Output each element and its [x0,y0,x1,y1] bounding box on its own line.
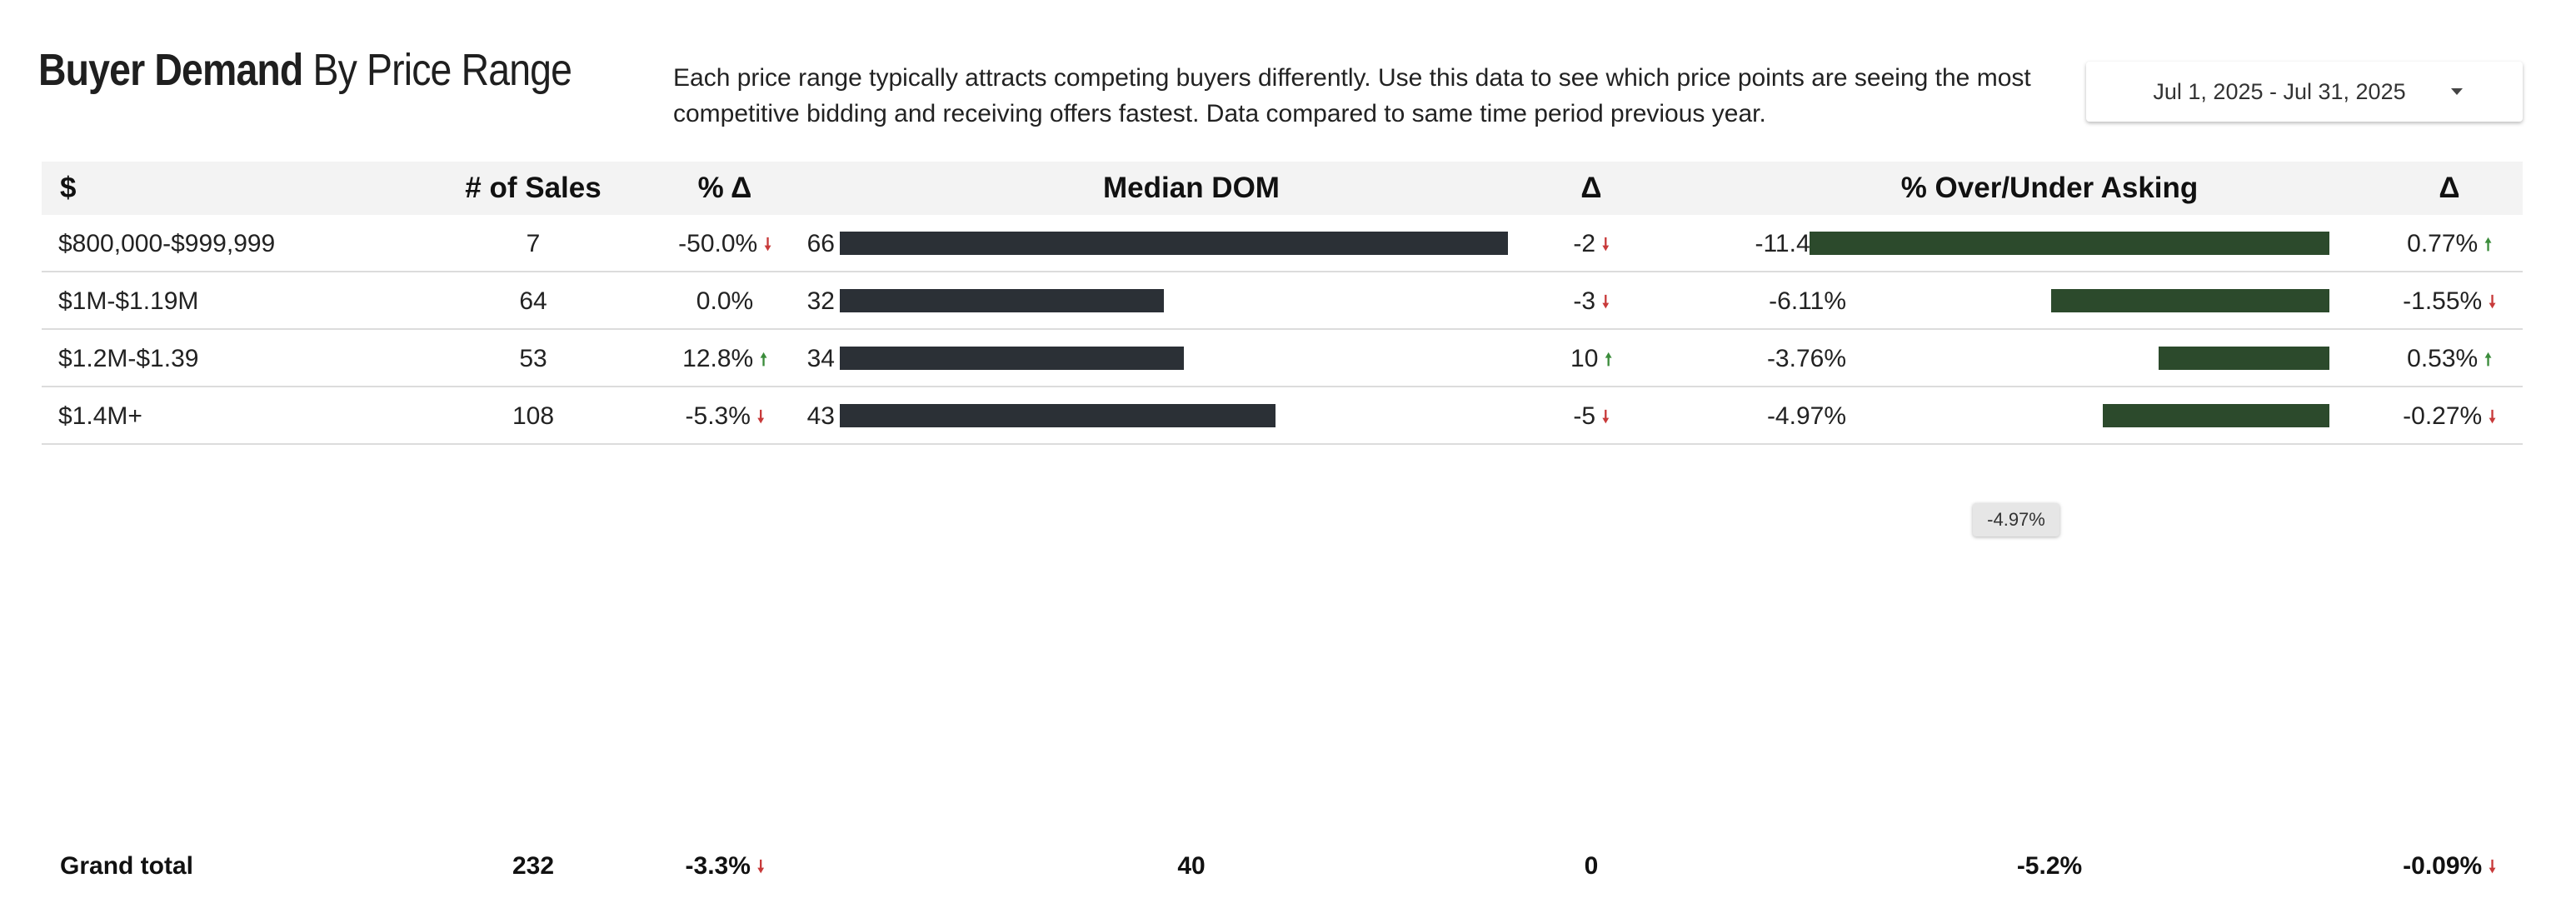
col-header-ou-change[interactable]: Δ [2439,172,2460,204]
cell-ou-change: 0.53% 🠕 [2383,330,2516,387]
cell-sales-change: -50.0% 🠗 [642,215,808,272]
cell-sales: 53 [519,345,547,372]
arrow-down-icon: 🠗 [2489,293,2496,312]
col-header-dom-change[interactable]: Δ [1580,172,1602,204]
median-dom-bar[interactable] [840,347,1184,370]
bar-tooltip: -4.97% [1973,503,2059,536]
arrow-down-icon: 🠗 [756,858,765,876]
grand-total-median-dom: 40 [1177,852,1206,880]
cell-over-under: -4.97% [1766,402,1846,430]
grand-total-ou-change: -0.09% 🠗 [2383,841,2516,891]
median-dom-bar[interactable] [840,289,1164,312]
page-title-bold: Buyer Demand [38,45,303,95]
cell-dom-change-value: -3 [1573,287,1596,315]
cell-sales-change-value: -50.0% [678,230,758,257]
grand-total-dom-change: 0 [1584,852,1599,880]
arrow-up-icon: 🠕 [2484,351,2492,369]
arrow-down-icon: 🠗 [2489,408,2496,427]
arrow-up-icon: 🠕 [2484,236,2492,254]
cell-dom-change: 10 🠕 [1533,330,1650,387]
page-title-light: By Price Range [312,45,572,95]
cell-dom-change-value: 10 [1570,345,1599,372]
cell-dom-change-value: -5 [1573,402,1596,430]
table-header: $ # of Sales % Δ Median DOM Δ % Over/Und… [42,162,2523,215]
date-range-dropdown[interactable]: Jul 1, 2025 - Jul 31, 2025 [2086,62,2523,122]
cell-sales-change: -5.3% 🠗 [642,387,808,445]
table-row[interactable]: $1M-$1.19M 64 0.0% 32 -3 🠗 -6.11% -1.55% 🠗 [42,272,2523,330]
cell-ou-change-value: 0.53% [2407,345,2479,372]
cell-sales-change: 0.0% [642,272,808,330]
cell-ou-change: 0.77% 🠕 [2383,215,2516,272]
grand-total-sales: 232 [512,852,555,880]
table-row[interactable]: $800,000-$999,999 7 -50.0% 🠗 66 -2 🠗 -11.42% 0.7… [42,215,2523,272]
page-title: Buyer Demand By Price Range [38,43,572,97]
arrow-down-icon: 🠗 [764,236,771,254]
cell-ou-change: -1.55% 🠗 [2383,272,2516,330]
cell-ou-change-value: -1.55% [2403,287,2483,315]
col-header-over-under[interactable]: % Over/Under Asking [1900,172,2199,204]
date-range-value: Jul 1, 2025 - Jul 31, 2025 [2153,78,2406,104]
cell-sales: 108 [512,402,555,430]
arrow-down-icon: 🠗 [1602,293,1610,312]
cell-range: $1.4M+ [58,402,142,430]
cell-dom-change-value: -2 [1573,230,1596,257]
grand-total-sales-change: -3.3% 🠗 [642,841,808,891]
over-under-bar[interactable] [1810,232,2329,255]
cell-median-dom: 34 [806,345,835,372]
cell-median-dom: 32 [806,287,835,315]
arrow-up-icon: 🠕 [760,351,767,369]
cell-range: $1M-$1.19M [58,287,199,315]
median-dom-bar[interactable] [840,232,1508,255]
cell-ou-change-value: -0.27% [2403,402,2483,430]
arrow-down-icon: 🠗 [756,408,765,427]
col-header-range[interactable]: $ [60,172,77,204]
arrow-up-icon: 🠕 [1605,351,1612,369]
grand-total-ou-change-value: -0.09% [2403,852,2483,880]
table-row[interactable]: $1.4M+ 108 -5.3% 🠗 43 -5 🠗 -4.97% -0.27% 🠗 [42,387,2523,445]
table-row[interactable]: $1.2M-$1.39 53 12.8% 🠕 34 10 🠕 -3.76% 0.53% 🠕 [42,330,2523,387]
grand-total-row: Grand total 232 -3.3% 🠗 40 0 -5.2% -0.09%… [42,841,2523,891]
page-description: Each price range typically attracts comp… [673,64,2031,127]
cell-ou-change-value: 0.77% [2407,230,2479,257]
cell-dom-change: -2 🠗 [1533,215,1650,272]
cell-sales: 64 [519,287,547,315]
median-dom-bar[interactable] [840,404,1276,427]
cell-sales-change-value: 0.0% [696,287,754,315]
cell-range: $1.2M-$1.39 [58,345,199,372]
cell-median-dom: 43 [806,402,835,430]
cell-range: $800,000-$999,999 [58,230,276,257]
col-header-sales[interactable]: # of Sales [465,172,602,204]
cell-over-under: -3.76% [1766,345,1846,372]
arrow-down-icon: 🠗 [1602,408,1610,427]
cell-sales-change: 12.8% 🠕 [642,330,808,387]
arrow-down-icon: 🠗 [2489,858,2496,876]
cell-sales-change-value: -5.3% [685,402,751,430]
caret-down-icon [2451,88,2463,95]
grand-total-over-under: -5.2% [2016,852,2083,880]
over-under-bar[interactable] [2159,347,2329,370]
over-under-bar[interactable] [2103,404,2329,427]
cell-over-under: -6.11% [1769,287,1846,315]
col-header-median-dom[interactable]: Median DOM [1103,172,1280,204]
cell-dom-change: -5 🠗 [1533,387,1650,445]
over-under-bar[interactable] [2051,289,2329,312]
arrow-down-icon: 🠗 [1602,236,1610,254]
cell-dom-change: -3 🠗 [1533,272,1650,330]
col-header-sales-change[interactable]: % Δ [697,172,752,204]
grand-total-sales-change-value: -3.3% [685,852,751,880]
grand-total-label: Grand total [60,852,194,880]
cell-sales-change-value: 12.8% [682,345,754,372]
cell-sales: 7 [526,230,541,257]
cell-ou-change: -0.27% 🠗 [2383,387,2516,445]
cell-median-dom: 66 [806,230,835,257]
